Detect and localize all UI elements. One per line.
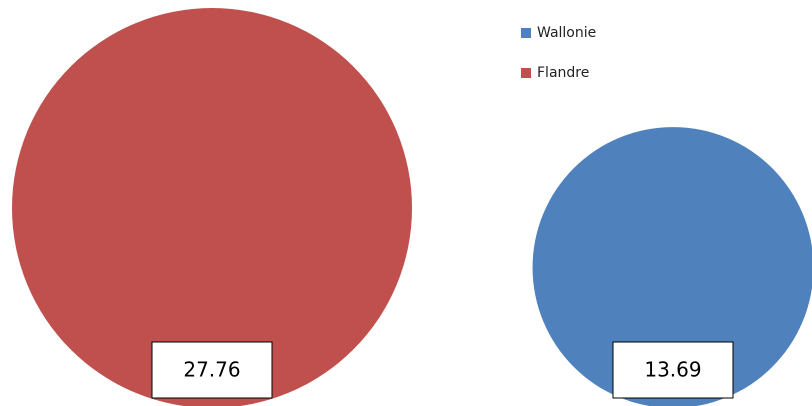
data-label-box: [151, 341, 273, 399]
bubble: [12, 8, 412, 406]
bubble: [532, 127, 812, 406]
legend-label: Flandre: [537, 65, 589, 81]
legend-swatch: [521, 68, 531, 78]
data-label: 27.76: [183, 358, 240, 382]
data-label-box: [612, 341, 734, 399]
legend-label: Wallonie: [537, 25, 596, 41]
legend-swatch: [521, 28, 531, 38]
data-label: 13.69: [644, 358, 701, 382]
